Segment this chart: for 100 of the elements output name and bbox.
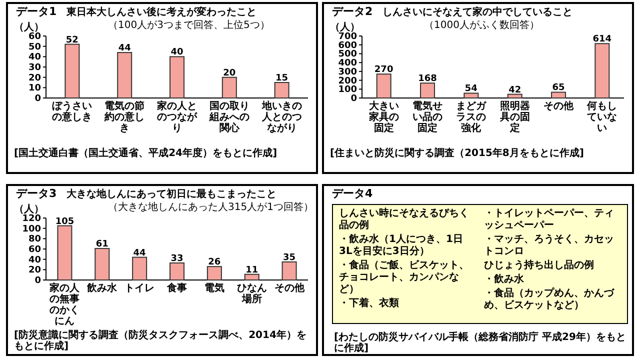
- text: [国土交通白書（国土交通省、平成24年度）をもとに作成]: [14, 148, 278, 159]
- chart-title: データ1: [16, 5, 57, 18]
- data-label: 614: [592, 34, 612, 45]
- data-label: 40: [170, 48, 184, 58]
- bar: [117, 52, 132, 98]
- text: ひじょう持ち出し品の例: [484, 260, 595, 272]
- x-tick-label: 地いきの人とのつながり: [260, 101, 303, 134]
- x-tick-label: 何もしていない: [586, 101, 618, 134]
- data-label: 33: [170, 254, 184, 264]
- text: ・下着、衣類: [339, 298, 400, 310]
- bar: [170, 262, 184, 280]
- text: （大きな地しんにあった人315人が1つ回答）: [108, 202, 314, 214]
- bar: [376, 74, 392, 98]
- bar: [170, 56, 184, 98]
- y-tick-label: 0: [34, 94, 41, 104]
- x-tick-label: トイレ: [124, 283, 156, 294]
- y-tick-label: 700: [338, 32, 357, 42]
- data-label: 52: [66, 35, 78, 46]
- y-axis-title: （人）: [14, 22, 44, 33]
- text: [わたしの防災サバイバル手帳（総務省消防庁 平成29年）をもとに作成]: [334, 332, 627, 354]
- bar: [507, 94, 522, 98]
- data-label: 44: [118, 44, 131, 54]
- chart-title: データ3: [16, 187, 57, 200]
- x-tick-label: 大きい家具の固定: [368, 101, 400, 134]
- y-tick-label: 60: [28, 245, 41, 255]
- y-tick-label: 40: [28, 255, 41, 266]
- text: ・飲み水（1人につき、1日3Lを目安に3日分）: [339, 234, 464, 258]
- data-label: 270: [374, 65, 394, 76]
- bar: [282, 261, 297, 280]
- x-tick-label: 電気せい品の固定: [411, 101, 444, 134]
- chart-title: データ2: [332, 5, 373, 18]
- bar: [57, 225, 72, 280]
- y-tick-label: 10: [28, 84, 41, 94]
- y-tick-label: 0: [34, 276, 41, 286]
- bar: [64, 44, 80, 98]
- text: ・トイレットペーパー、ティッシュペーパー: [484, 208, 615, 232]
- y-tick-label: 500: [338, 50, 357, 60]
- x-tick-label: 電気: [203, 283, 226, 294]
- bar: [244, 274, 260, 280]
- x-tick-label: 飲み水: [86, 283, 118, 294]
- y-tick-label: 20: [28, 266, 41, 276]
- y-axis-title: （人）: [14, 204, 44, 215]
- bar: [206, 266, 222, 280]
- y-tick-label: 400: [338, 58, 357, 69]
- data-label: 168: [418, 74, 437, 84]
- text: [住まいと防災に関する調査（2015年8月をもとに作成]: [330, 148, 585, 159]
- x-tick-label: 照明器具の固定: [498, 101, 531, 134]
- y-tick-label: 600: [338, 40, 357, 51]
- y-tick-label: 80: [28, 234, 41, 245]
- data-label: 61: [96, 239, 108, 250]
- y-tick-label: 100: [22, 224, 41, 234]
- bar: [274, 82, 290, 98]
- bar: [222, 76, 237, 98]
- data-label: 15: [276, 74, 288, 84]
- y-tick-label: 40: [28, 52, 41, 63]
- x-tick-label: 家の人とのつながり: [156, 101, 198, 134]
- y-tick-label: 30: [28, 63, 41, 73]
- bar: [420, 82, 435, 98]
- text: しんさい時にそなえるびちく品の例: [339, 208, 470, 232]
- text: （100人が3つまで回答、上位5つ）: [108, 20, 270, 32]
- data-label: 11: [246, 265, 258, 276]
- chart-subtitle: 大きな地しんにあって初日に最もこまったこと: [66, 189, 277, 200]
- data-label: 65: [552, 83, 565, 94]
- y-tick-label: 50: [28, 42, 41, 52]
- bar: [132, 256, 148, 280]
- text: データ4: [332, 187, 373, 200]
- bar: [94, 248, 110, 280]
- data-label: 26: [208, 258, 221, 268]
- data-label: 35: [283, 252, 296, 263]
- data-label: 105: [55, 216, 74, 227]
- y-tick-label: 100: [338, 85, 357, 96]
- text: ・飲み水: [484, 274, 525, 286]
- data-label: 42: [508, 85, 522, 96]
- x-tick-label: ぼうさいの意しき: [51, 101, 94, 123]
- x-tick-label: その他: [273, 283, 306, 294]
- data-label: 44: [133, 248, 146, 258]
- y-tick-label: 0: [350, 94, 357, 104]
- text: ・食品（カップめん、かんづめ、ビスケットなど）: [484, 288, 616, 312]
- bar: [594, 43, 610, 98]
- y-tick-label: 200: [338, 76, 357, 86]
- x-tick-label: まどガラスの強化: [455, 101, 488, 134]
- text: ・食品（ご飯、ビスケット、チョコレート、カンパンなど）: [339, 260, 470, 296]
- data-label: 54: [464, 84, 478, 94]
- x-tick-label: 食事: [166, 283, 188, 294]
- y-tick-label: 20: [28, 73, 41, 84]
- text: [防災意識に関する調査（防災タスクフォース調べ、2014年）をもとに作成]: [14, 330, 308, 352]
- text: ・マッチ、ろうそく、カセットコンロ: [484, 234, 615, 258]
- bar: [464, 92, 479, 98]
- x-tick-label: 国の取り組みへの関心: [208, 101, 250, 134]
- text: （1000人がふく数回答）: [424, 20, 540, 32]
- chart-subtitle: 東日本大しんさい後に考えが変わったこと: [66, 7, 257, 18]
- y-tick-label: 120: [22, 214, 41, 224]
- x-tick-label: 電気の節約の意しき: [103, 101, 146, 134]
- y-tick-label: 300: [338, 67, 357, 78]
- chart-subtitle: しんさいにそなえて家の中でしていること: [382, 7, 573, 18]
- x-tick-label: ひなん場所: [236, 283, 268, 305]
- data-label: 20: [223, 68, 236, 78]
- y-tick-label: 60: [28, 32, 41, 42]
- y-axis-title: （人）: [330, 22, 360, 33]
- x-tick-label: その他: [542, 101, 574, 112]
